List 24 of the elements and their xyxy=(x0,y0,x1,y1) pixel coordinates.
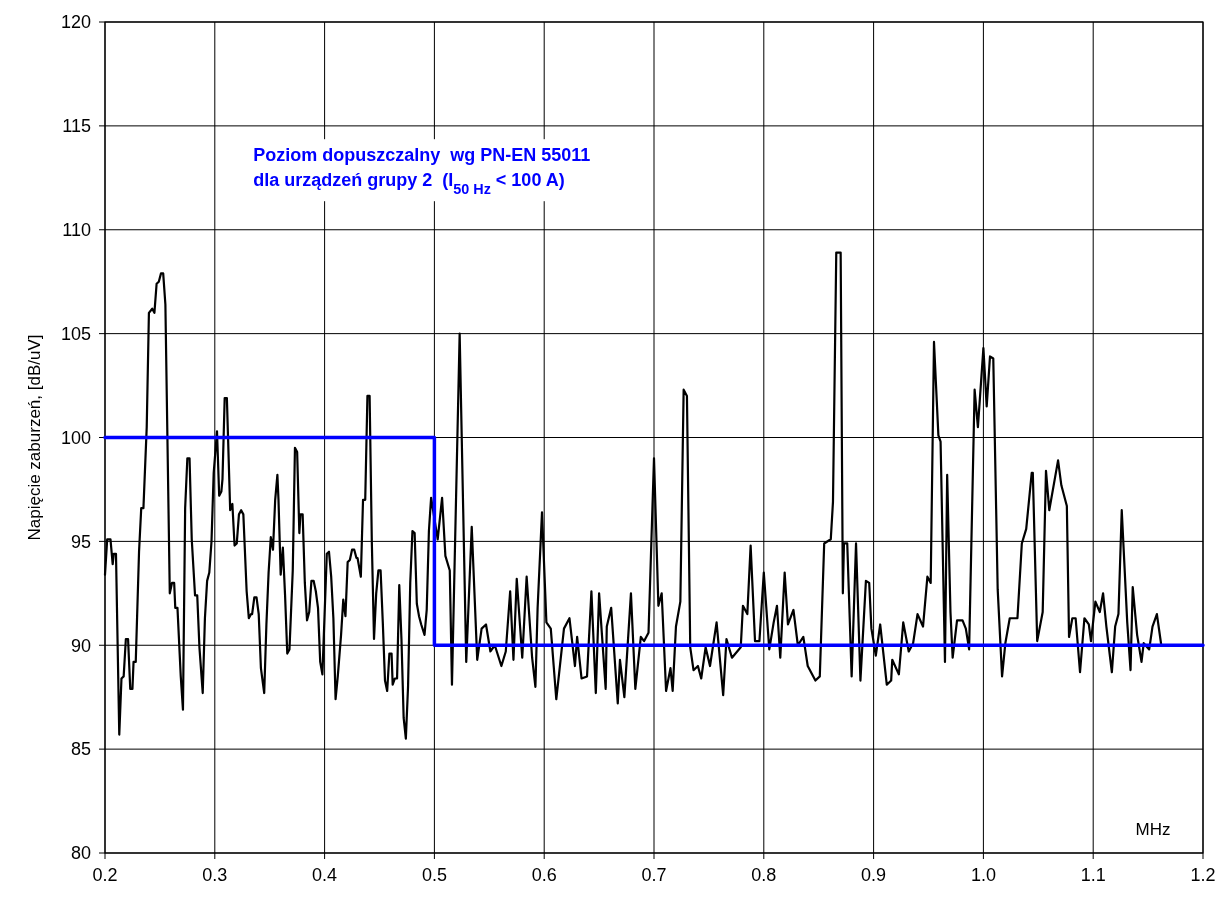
y-tick-label: 85 xyxy=(70,739,91,760)
x-tick-label: 0.2 xyxy=(92,865,118,885)
x-tick-label: 0.9 xyxy=(861,865,887,885)
x-axis-title: MHz xyxy=(1135,820,1171,839)
y-tick-label: 115 xyxy=(62,116,91,137)
annotation: dla urządzeń grupy 2 (I$_{50 Hz}$ < 100 A) xyxy=(253,170,565,198)
annotation: Poziom dopuszczalny wg PN-EN 55011 xyxy=(253,145,591,166)
y-tick-label: 110 xyxy=(62,220,91,241)
y-tick-label: 100 xyxy=(60,427,91,448)
x-tick-label: 0.4 xyxy=(312,865,338,885)
y-axis-title: Napięcie zaburzeń, [dB/uV] xyxy=(25,334,44,541)
y-tick-label: 95 xyxy=(70,531,91,552)
y-tick-label: 90 xyxy=(70,635,91,656)
x-tick-label: 1.0 xyxy=(970,865,996,885)
x-tick-label: 0.7 xyxy=(641,865,667,885)
x-tick-label: 1.2 xyxy=(1190,865,1216,885)
y-tick-label: 120 xyxy=(60,12,91,33)
x-tick-label: 0.8 xyxy=(751,865,777,885)
y-tick-label: 80 xyxy=(70,843,91,864)
y-tick-label: 105 xyxy=(60,323,91,344)
x-tick-label: 0.5 xyxy=(421,865,447,885)
x-tick-label: 0.3 xyxy=(202,865,228,885)
x-tick-label: 1.1 xyxy=(1080,865,1106,885)
x-tick-label: 0.6 xyxy=(531,865,557,885)
